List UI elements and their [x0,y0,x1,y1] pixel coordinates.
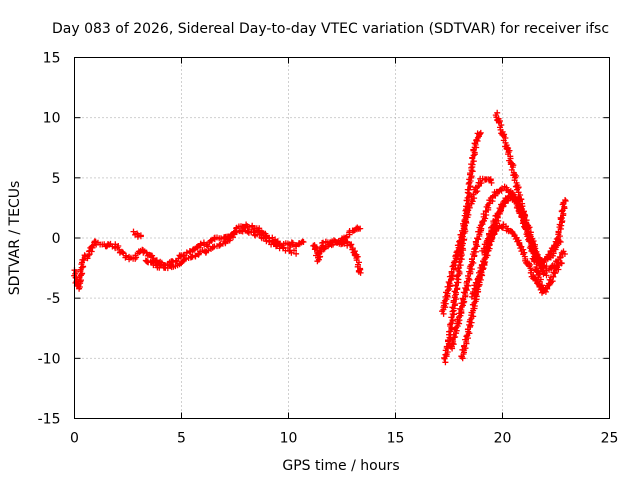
point-markers [320,237,364,276]
y-axis-label: SDTVAR / TECUs [7,181,23,296]
x-tick-label: 25 [601,431,619,447]
y-tick-label: 15 [43,51,61,67]
point-markers [142,227,300,272]
x-tick-labels: 0 5 10 15 20 25 [70,431,618,447]
y-tick-label: 5 [52,171,61,187]
x-tick-label: 0 [70,431,79,447]
y-tick-labels: -15 -10 -5 0 5 10 15 [38,51,61,428]
series-arc-2 [439,175,495,317]
chart-title: Day 083 of 2026, Sidereal Day-to-day VTE… [52,21,609,37]
point-markers [492,109,565,295]
series-segment-11-13h-lower [320,237,364,276]
y-tick-label: -10 [38,351,61,367]
point-markers [439,175,495,317]
plot-frame [74,57,610,419]
x-axis-label: GPS time / hours [282,458,399,474]
series-main-trace-lower-branch [142,227,300,272]
series-arc-5 [468,221,547,300]
point-markers [130,228,144,240]
series-rising-tail [539,197,569,264]
series-arc-peak [492,109,565,295]
point-markers [468,221,547,300]
y-tick-label: 10 [43,111,61,127]
x-tick-label: 20 [494,431,512,447]
x-tick-label: 5 [177,431,186,447]
grid-lines [74,57,610,419]
y-tick-label: -5 [47,291,61,307]
y-tick-label: -15 [38,412,61,428]
point-markers [539,197,569,264]
x-tick-label: 10 [280,431,298,447]
y-tick-label: 0 [52,231,61,247]
series-short-segment-3h [130,228,144,240]
x-tick-label: 15 [387,431,405,447]
data-points [71,109,569,366]
